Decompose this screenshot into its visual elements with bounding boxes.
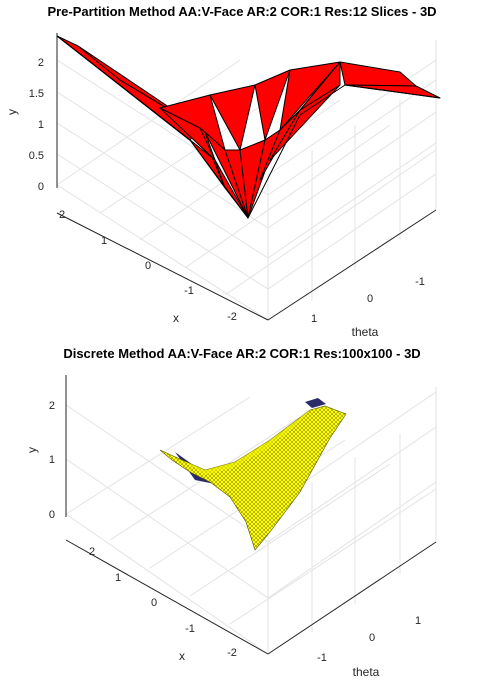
- theta-tick-label: 1: [311, 313, 317, 325]
- y-axis-label: y: [5, 109, 19, 115]
- theta-axis-label: theta: [352, 325, 379, 339]
- y-axis-label: y: [25, 447, 39, 453]
- x-tick-label: -2: [227, 311, 237, 323]
- x-tick-label: 0: [151, 597, 157, 609]
- x-axis-label: x: [173, 311, 179, 325]
- theta-tick-label: 0: [369, 632, 375, 644]
- x-tick-label: 0: [145, 260, 151, 272]
- y-tick-label: 0: [38, 181, 44, 193]
- y-tick-label: 2: [49, 400, 55, 412]
- x-tick-label: -1: [185, 623, 195, 635]
- y-tick-label: 0: [49, 509, 55, 521]
- x-tick-label: 2: [89, 546, 95, 558]
- x-tick-label: 2: [59, 209, 65, 221]
- pre-partition-plot: Pre-Partition Method AA:V-Face AR:2 COR:…: [5, 4, 441, 339]
- plot-title: Discrete Method AA:V-Face AR:2 COR:1 Res…: [63, 346, 421, 361]
- x-tick-label: -1: [184, 285, 194, 297]
- surface-mesh: [159, 398, 347, 551]
- x-tick-label: 1: [115, 572, 121, 584]
- y-tick-label: 1: [38, 119, 44, 131]
- y-tick-label: 2: [38, 57, 44, 69]
- x-tick-label: 1: [101, 235, 107, 247]
- y-tick-label: 1: [49, 454, 55, 466]
- surface-mesh: [56, 35, 441, 219]
- plot-area: 0 0.5 1 1.5 2 2 1 0 -1 -2 1 0 -1 y x the…: [5, 33, 441, 339]
- plot-title: Pre-Partition Method AA:V-Face AR:2 COR:…: [47, 4, 437, 19]
- theta-tick-label: -1: [317, 652, 327, 664]
- y-tick-label: 0.5: [29, 150, 44, 162]
- theta-axis-label: theta: [353, 665, 380, 679]
- x-axis-label: x: [179, 649, 185, 663]
- axes: [56, 33, 437, 321]
- plot-area: 0 1 2 2 1 0 -1 -2 1 0 -1 y x theta: [25, 375, 437, 679]
- y-tick-label: 1.5: [29, 88, 44, 100]
- theta-tick-label: 1: [415, 615, 421, 627]
- theta-tick-label: 0: [367, 293, 373, 305]
- discrete-plot: Discrete Method AA:V-Face AR:2 COR:1 Res…: [0, 342, 484, 684]
- theta-tick-label: -1: [415, 276, 425, 288]
- axes: [65, 375, 437, 655]
- x-tick-label: -2: [227, 647, 237, 659]
